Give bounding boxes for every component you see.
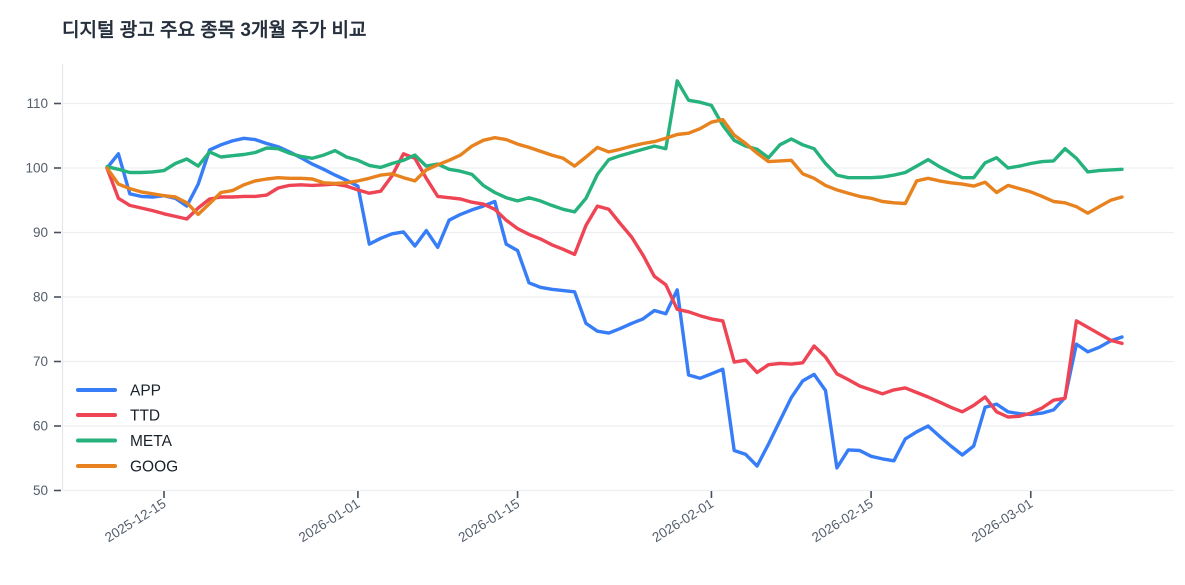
x-tick-label: 2026-03-01 — [969, 496, 1036, 545]
x-tick-label: 2026-01-15 — [456, 496, 523, 545]
y-tick-label: 80 — [33, 290, 48, 305]
y-tick-label: 60 — [33, 419, 48, 434]
gridlines — [63, 102, 1174, 492]
legend-item-ttd[interactable]: TTD — [76, 408, 160, 425]
x-tick-label: 2026-01-01 — [296, 496, 363, 545]
legend-label: META — [130, 433, 173, 450]
series-line-goog[interactable] — [105, 117, 1124, 217]
y-tick-label: 50 — [33, 483, 48, 498]
series-lines — [105, 79, 1124, 470]
legend-label: GOOG — [130, 459, 178, 476]
series-line-app[interactable] — [105, 136, 1124, 470]
y-tick-label: 90 — [33, 225, 48, 240]
legend-item-goog[interactable]: GOOG — [76, 459, 178, 476]
series-line-ttd[interactable] — [105, 152, 1124, 419]
y-tick-label: 100 — [25, 161, 48, 176]
x-tick-label: 2026-02-01 — [650, 496, 717, 545]
legend-label: APP — [130, 383, 161, 400]
legend-label: TTD — [130, 408, 160, 425]
y-tick-label: 70 — [33, 354, 48, 369]
x-tick-label: 2025-12-15 — [102, 496, 169, 545]
legend-item-app[interactable]: APP — [76, 383, 161, 400]
y-tick-label: 110 — [26, 96, 48, 111]
legend: APP TTD META GOOG — [76, 383, 178, 476]
chart-title: 디지털 광고 주요 종목 3개월 주가 비교 — [62, 19, 366, 41]
x-tick-label: 2026-02-15 — [809, 496, 876, 545]
series-line-meta[interactable] — [105, 79, 1124, 214]
legend-item-meta[interactable]: META — [76, 433, 173, 450]
